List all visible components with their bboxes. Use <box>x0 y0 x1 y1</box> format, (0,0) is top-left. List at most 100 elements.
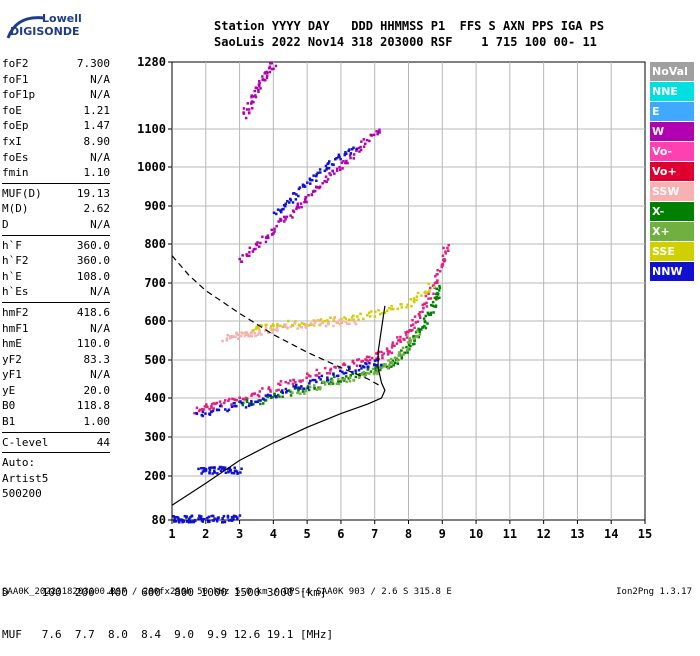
param-row: fxI 8.90 <box>2 134 110 150</box>
echo-point <box>362 370 366 374</box>
echo-point <box>351 148 354 151</box>
echo-point <box>364 142 367 145</box>
echo-point <box>280 208 284 211</box>
echo-point <box>197 517 200 520</box>
echo-point <box>232 472 236 475</box>
echo-point <box>209 466 213 469</box>
echo-point <box>307 324 311 327</box>
echo-point <box>256 393 260 397</box>
echo-point <box>357 318 360 321</box>
echo-point <box>301 390 305 393</box>
echo-point <box>262 402 265 405</box>
profile-extrapolation <box>171 255 382 388</box>
x-tick-label: 2 <box>202 527 209 541</box>
echo-point <box>434 304 438 307</box>
echo-point <box>380 312 384 315</box>
echo-point <box>223 401 226 405</box>
echo-point <box>235 470 239 473</box>
echo-point <box>411 323 415 326</box>
echo-point <box>258 82 261 85</box>
echo-point <box>379 366 382 369</box>
echo-point <box>424 326 428 330</box>
echo-point <box>421 310 424 313</box>
echo-point <box>356 358 359 362</box>
echo-point <box>381 354 384 357</box>
echo-point <box>293 322 297 325</box>
echo-point <box>219 469 223 472</box>
echo-point <box>257 88 260 92</box>
echo-point <box>318 372 321 375</box>
echo-point <box>319 378 322 381</box>
echo-point <box>380 350 383 354</box>
echo-point <box>433 296 437 300</box>
y-tick-label: 800 <box>144 237 166 251</box>
param-row: C-level 44 <box>2 435 110 451</box>
echo-point <box>271 395 274 399</box>
echo-point <box>313 384 316 387</box>
echo-point <box>352 153 356 156</box>
echo-point <box>420 294 423 297</box>
echo-point <box>375 357 378 360</box>
echo-point <box>259 87 262 90</box>
x-tick-label: 8 <box>405 527 412 541</box>
echo-point <box>352 314 355 317</box>
echo-point <box>248 246 252 250</box>
echo-point <box>267 236 270 240</box>
echo-point <box>248 111 251 114</box>
param-name: B1 <box>2 415 16 429</box>
echo-point <box>401 346 405 349</box>
param-name: MUF(D) <box>2 186 42 200</box>
echo-point <box>393 344 396 347</box>
echo-point <box>344 320 347 323</box>
param-name: B0 <box>2 399 16 413</box>
echo-point <box>190 520 193 524</box>
echo-point <box>217 467 220 471</box>
y-tick-label: 400 <box>144 391 166 405</box>
echo-point <box>414 321 418 324</box>
echo-point <box>237 337 240 341</box>
muf-distance-row: D 100 200 400 600 800 1000 1500 3000 [km… <box>2 586 327 599</box>
echo-point <box>331 170 334 173</box>
x-tick-label: 6 <box>337 527 344 541</box>
lowell-digisonde-logo: Lowell DIGISONDE <box>6 12 82 42</box>
echo-point <box>195 406 199 410</box>
echo-point <box>406 303 409 306</box>
echo-point <box>279 380 283 383</box>
echo-point <box>357 358 361 361</box>
param-row: yF2 83.3 <box>2 352 110 368</box>
echo-point <box>433 305 436 308</box>
echo-point <box>341 167 344 170</box>
echo-point <box>335 320 338 324</box>
param-value: N/A <box>90 150 110 164</box>
echo-point <box>257 327 260 330</box>
echo-point <box>294 381 297 384</box>
echo-point <box>236 472 239 475</box>
echo-point <box>260 333 263 336</box>
echo-point <box>429 297 433 300</box>
echo-point <box>393 361 397 365</box>
echo-point <box>444 252 447 255</box>
echo-point <box>348 322 351 326</box>
echo-point <box>352 146 355 149</box>
echo-point <box>259 402 262 406</box>
param-name: C-level <box>2 435 49 449</box>
echo-point <box>226 409 229 413</box>
echo-point <box>188 517 191 520</box>
legend-item: X- <box>650 202 694 221</box>
param-name: h`F2 <box>2 254 29 268</box>
echo-point <box>291 324 294 327</box>
echo-point <box>234 469 237 472</box>
echo-point <box>297 194 300 198</box>
echo-point <box>212 402 215 405</box>
echo-point <box>326 372 329 375</box>
param-row: yF1 N/A <box>2 367 110 383</box>
echo-point <box>269 390 272 393</box>
echo-point <box>337 374 340 378</box>
echo-point <box>270 328 274 331</box>
echo-point <box>309 379 312 383</box>
echo-point <box>203 467 206 470</box>
echo-point <box>309 323 312 326</box>
echo-point <box>189 515 192 519</box>
echo-point <box>396 358 399 361</box>
echo-point <box>351 359 355 363</box>
